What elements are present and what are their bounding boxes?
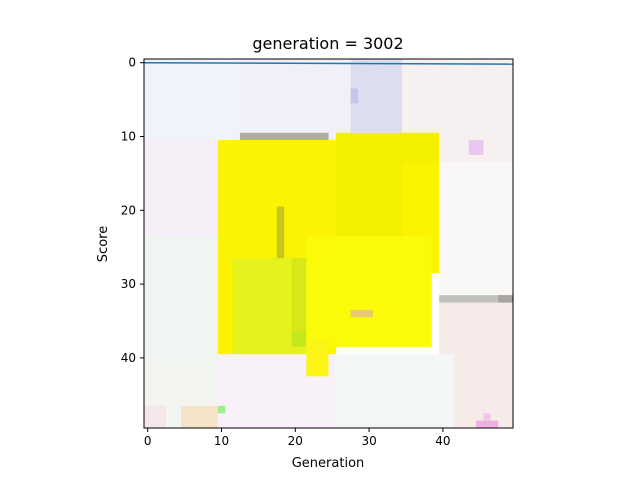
y-tick-label: 40 [121, 351, 136, 365]
plot-area [144, 59, 513, 428]
heatmap-patch [306, 236, 432, 347]
heatmap-patch [144, 405, 167, 428]
heatmap-patch [180, 405, 218, 428]
heatmap-patch [483, 413, 491, 421]
y-axis-ticks: 0 10 20 30 40 [121, 56, 144, 365]
y-axis-label: Score [96, 226, 111, 262]
heatmap-patch [291, 332, 307, 347]
x-tick-label: 10 [214, 434, 229, 448]
heatmap-patch [239, 132, 329, 141]
heatmap-patch [350, 309, 373, 318]
x-axis-ticks: 0 10 20 30 40 [144, 428, 451, 448]
x-tick-label: 40 [435, 434, 450, 448]
x-axis-label: Generation [292, 456, 365, 471]
chart-title: generation = 3002 [252, 34, 403, 53]
y-tick-label: 30 [121, 277, 136, 291]
y-tick-label: 10 [121, 129, 136, 143]
heatmap-patch [439, 162, 513, 296]
heatmap-patch [350, 59, 403, 133]
heatmap-patch [217, 405, 226, 414]
heatmap-patch [144, 140, 218, 237]
heatmap-patch [350, 88, 359, 104]
heatmap-patch [306, 339, 329, 377]
heatmap-patch [144, 236, 218, 362]
x-tick-label: 20 [288, 434, 303, 448]
heatmap-patch [276, 206, 285, 259]
heatmap-patch [335, 354, 454, 428]
line-series [144, 61, 513, 65]
heatmap-patch [476, 420, 499, 428]
heatmap-patch [468, 140, 484, 155]
x-tick-label: 30 [361, 434, 376, 448]
axes-frame [143, 58, 514, 429]
y-tick-label: 20 [121, 203, 136, 217]
heatmap-patch [498, 295, 513, 303]
heatmap-patch [439, 295, 513, 303]
y-tick-label: 0 [128, 56, 136, 70]
x-tick-label: 0 [144, 434, 152, 448]
heatmap-patch [239, 59, 351, 141]
